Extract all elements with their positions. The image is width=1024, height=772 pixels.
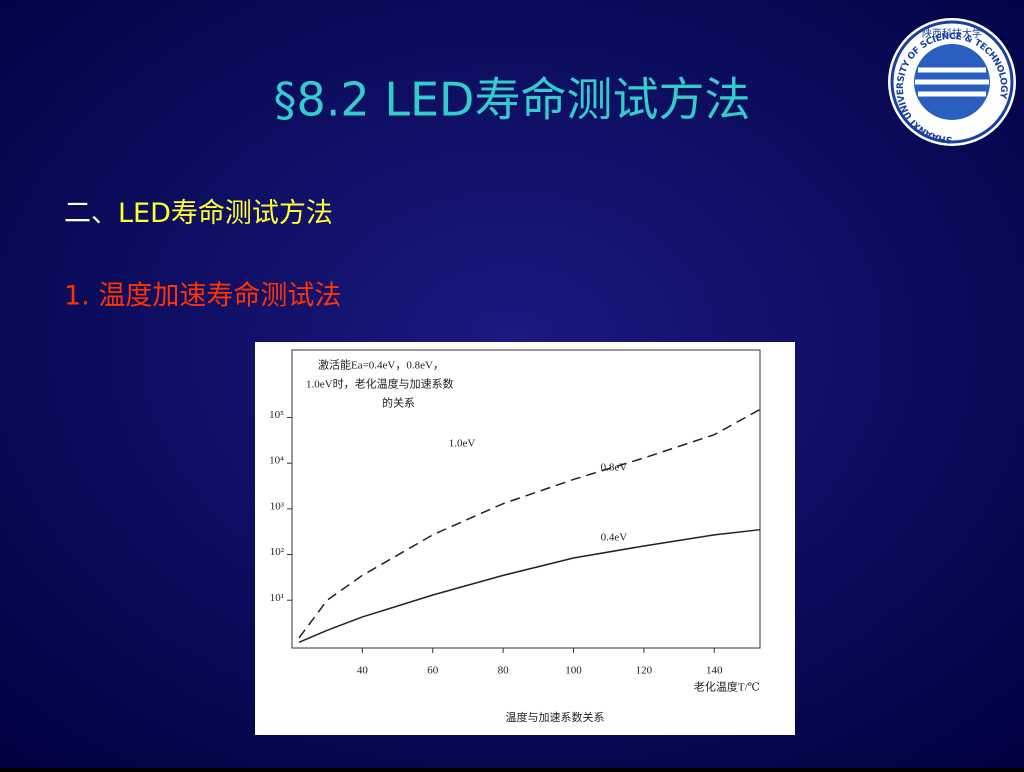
annotation: 的关系 xyxy=(382,396,415,410)
x-tick-label: 40 xyxy=(357,665,369,677)
x-tick-label: 80 xyxy=(498,665,510,677)
annotation: 1.0eV时，老化温度与加速系数 xyxy=(306,377,454,391)
logo-name: 陕西科技大学 xyxy=(922,27,982,40)
x-tick-label: 140 xyxy=(706,665,723,677)
y-tick-label: 10⁴ xyxy=(269,455,284,467)
y-tick-label: 10¹ xyxy=(270,592,284,604)
y-tick-label: 10² xyxy=(270,546,285,558)
y-tick-label: 10³ xyxy=(270,500,285,512)
series-line xyxy=(298,528,761,643)
logo-ring xyxy=(890,20,1014,144)
logo: SHAANXI UNIVERSITY OF SCIENCE & TECHNOLO… xyxy=(888,18,1016,146)
series-label: 0.8eV xyxy=(601,461,628,473)
chart-background xyxy=(255,342,795,735)
plot-frame xyxy=(291,349,761,649)
x-tick-label: 60 xyxy=(427,665,439,677)
curve-label: 1.0eV xyxy=(449,438,476,450)
heading: 二、LED寿命测试方法 xyxy=(64,198,333,229)
x-tick-label: 120 xyxy=(636,665,653,677)
heading-prefix: 二、 xyxy=(64,198,118,229)
x-tick-label: 100 xyxy=(565,665,582,677)
caption: 温度与加速系数关系 xyxy=(506,710,605,724)
logo-waves xyxy=(915,67,989,97)
series-line xyxy=(298,408,761,639)
x-axis-label: 老化温度T/℃ xyxy=(694,680,760,694)
list-item: 1. 温度加速寿命测试法 xyxy=(64,281,341,312)
chart: 温度与加速系数关系 老化温度T/℃ 1.0eV 激活能Ea=0.4eV，0.8e… xyxy=(255,342,795,735)
y-tick-label: 10⁵ xyxy=(269,409,284,421)
series-label: 0.4eV xyxy=(601,532,628,544)
slide-title: §8.2 LED寿命测试方法 xyxy=(274,73,751,127)
heading-text: LED寿命测试方法 xyxy=(118,198,333,229)
annotation: 激活能Ea=0.4eV，0.8eV， xyxy=(318,358,444,372)
